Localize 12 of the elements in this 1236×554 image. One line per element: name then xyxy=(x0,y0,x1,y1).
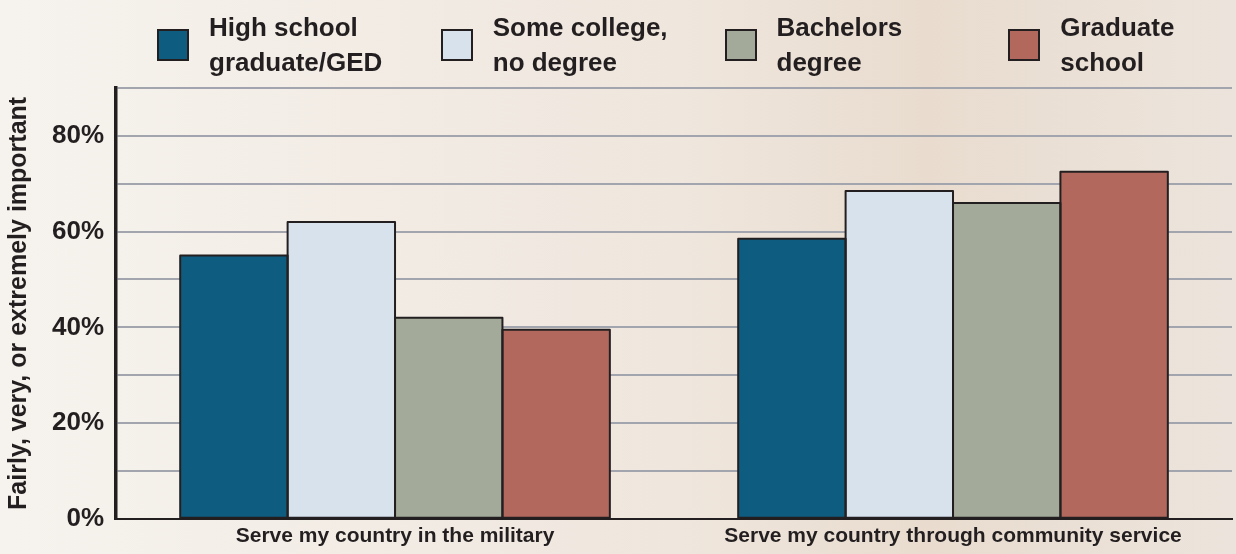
y-axis-title: Fairly, very, or extremely important xyxy=(2,96,31,510)
x-tick-label: Serve my country in the military xyxy=(235,523,555,547)
legend-label: Some college, no degree xyxy=(492,11,669,79)
legend-label: Bachelors degree xyxy=(776,11,904,79)
legend-label: Graduate school xyxy=(1060,11,1176,79)
legend-label: High school graduate/GED xyxy=(209,11,384,79)
y-tick-label: 60% xyxy=(51,214,105,245)
y-tick-label: 0% xyxy=(66,501,105,532)
y-tick-label: 40% xyxy=(51,310,105,341)
x-tick-label: Serve my country through community service xyxy=(724,523,1182,547)
y-tick-label: 80% xyxy=(51,119,105,150)
y-tick-label: 20% xyxy=(51,406,105,437)
